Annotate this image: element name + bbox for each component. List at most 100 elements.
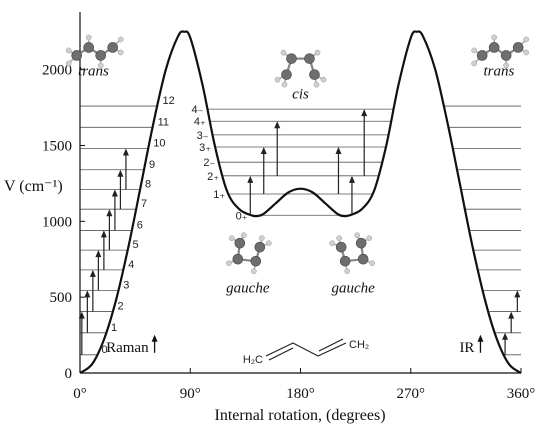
y-tick-label-1500: 1500 <box>42 139 72 155</box>
trans-level-label-6: 6 <box>137 219 143 231</box>
axes <box>79 12 521 374</box>
cis-molecule-hydrogen-atom <box>281 81 288 88</box>
trans-molecule-left-hydrogen-atom <box>117 49 124 56</box>
raman-arrow-6-head <box>111 189 118 197</box>
trans-molecule-left-carbon-atom <box>71 50 82 61</box>
trans-molecule-left-hydrogen-atom <box>65 47 72 54</box>
gauche-molecule-left-carbon-atom <box>250 255 262 267</box>
trans-level-label-12: 12 <box>162 95 174 107</box>
cis-molecule-carbon-atom <box>286 53 297 64</box>
y-axis-title: V (cm⁻¹) <box>4 178 63 195</box>
trans-molecule-right-carbon-atom <box>512 42 524 53</box>
gauche-molecule-left-hydrogen-atom <box>258 235 265 242</box>
gauche-level-label-7: 4₋ <box>191 104 203 116</box>
gauche-molecule-right-hydrogen-atom <box>344 268 351 275</box>
y-tick-label-0: 0 <box>65 366 73 382</box>
gauche-molecule-right <box>329 232 376 275</box>
raman-arrow-3-head <box>95 250 102 258</box>
trans-molecule-right-hydrogen-atom <box>503 62 510 69</box>
butadiene-double-bond-left <box>268 347 294 361</box>
conformer-label-trans-0: trans <box>78 64 109 80</box>
conformer-label-cis-1: cis <box>292 86 309 102</box>
raman-arrow-9-head <box>247 175 254 183</box>
raman-arrow-10-head <box>260 147 267 155</box>
gauche-molecule-right-carbon-atom <box>355 237 367 249</box>
raman-arrow-4-head <box>100 230 107 238</box>
trans-level-label-1: 1 <box>111 322 117 334</box>
y-tick-label-2000: 2000 <box>42 63 72 79</box>
gauche-molecule-right-hydrogen-atom <box>369 260 376 267</box>
raman-arrow-13-head <box>348 175 355 183</box>
cis-molecule-hydrogen-atom <box>274 76 281 83</box>
trans-level-label-11: 11 <box>158 116 169 128</box>
gauche-molecule-right-hydrogen-atom <box>329 240 336 247</box>
potential-curve-layer <box>79 30 522 374</box>
gauche-molecule-left-hydrogen-atom <box>240 232 247 239</box>
conformer-label-gauche-4: gauche <box>332 281 376 297</box>
cis-molecule-hydrogen-atom <box>280 49 287 56</box>
gauche-molecule-left-carbon-atom <box>254 241 266 253</box>
x-tick-label-0: 0° <box>73 386 87 402</box>
raman-arrow-2-head <box>89 269 96 277</box>
y-tick-label-1000: 1000 <box>42 214 72 230</box>
cis-molecule-carbon-atom <box>304 53 315 64</box>
trans-molecule-right <box>471 34 530 69</box>
x-tick-label-180: 180° <box>286 386 315 402</box>
spectroscopy-label-ir: IR <box>459 340 474 356</box>
transition-arrows <box>78 109 521 355</box>
gauche-molecule-left-carbon-atom <box>234 237 246 249</box>
conformer-label-gauche-3: gauche <box>226 281 270 297</box>
ir-arrow-2-head <box>514 290 521 298</box>
axis-ticks: 0° 90° 180° 270° 360° 0 500 1000 1500 2000 <box>42 63 535 402</box>
trans-molecule-left-carbon-atom <box>107 42 118 53</box>
gauche-molecule-right-hydrogen-atom <box>366 235 373 242</box>
cis-molecule-hydrogen-atom <box>313 81 320 88</box>
butadiene-double-bond-right <box>318 338 344 352</box>
gauche-molecule-left-hydrogen-atom <box>225 260 232 267</box>
trans-molecule-left-carbon-atom <box>83 42 94 53</box>
gauche-molecule-right-carbon-atom <box>339 255 351 267</box>
gauche-molecule-right-hydrogen-atom <box>354 232 361 239</box>
trans-molecule-left <box>65 34 124 69</box>
trans-level-label-5: 5 <box>132 239 138 251</box>
trans-molecule-right-hydrogen-atom <box>523 36 530 43</box>
spectroscopy-label-raman: Raman <box>106 340 149 356</box>
raman-arrow-12-head <box>335 147 342 155</box>
raman-arrow-1-head <box>84 290 91 298</box>
raman-arrow-11-head <box>274 121 281 129</box>
gauche-molecule-left-hydrogen-atom <box>265 240 272 247</box>
cis-molecule-hydrogen-atom <box>320 76 327 83</box>
x-axis-title: Internal rotation, (degrees) <box>214 407 385 424</box>
trans-molecule-right-hydrogen-atom <box>523 49 530 56</box>
cis-molecule-hydrogen-atom <box>314 49 321 56</box>
trans-molecule-right-hydrogen-atom <box>471 60 478 67</box>
raman-arrow-8-head <box>122 148 129 156</box>
gauche-level-label-1: 1₊ <box>213 189 225 201</box>
gauche-molecule-left <box>225 232 272 275</box>
trans-level-label-0: 0 <box>102 344 108 356</box>
trans-level-label-8: 8 <box>145 178 151 190</box>
gauche-molecule-right-carbon-atom <box>357 253 369 265</box>
raman-arrow-5-head <box>106 209 113 217</box>
trans-molecule-left-hydrogen-atom <box>85 34 92 41</box>
trans-level-label-9: 9 <box>149 159 155 171</box>
gauche-molecule-right-hydrogen-atom <box>336 235 343 242</box>
formula-left-group: H₂C <box>243 354 263 366</box>
y-tick-label-500: 500 <box>50 290 73 306</box>
cis-molecule-carbon-atom <box>281 69 292 80</box>
gauche-molecule-left-hydrogen-atom <box>250 268 257 275</box>
gauche-molecule-left-hydrogen-atom <box>228 235 235 242</box>
gauche-level-label-4: 3₊ <box>199 142 211 154</box>
cis-molecule <box>274 49 327 88</box>
gauche-molecule-right-carbon-atom <box>335 241 347 253</box>
trans-level-label-10: 10 <box>153 138 165 150</box>
conformer-label-trans-2: trans <box>484 64 515 80</box>
raman-arrow-7-head <box>117 169 124 177</box>
raman-arrow-14-head <box>361 109 368 117</box>
trans-molecule-right-carbon-atom <box>488 42 500 53</box>
trans-level-label-7: 7 <box>141 198 147 210</box>
trans-molecule-left-hydrogen-atom <box>97 62 104 69</box>
raman-legend-arrow-head <box>151 334 158 342</box>
